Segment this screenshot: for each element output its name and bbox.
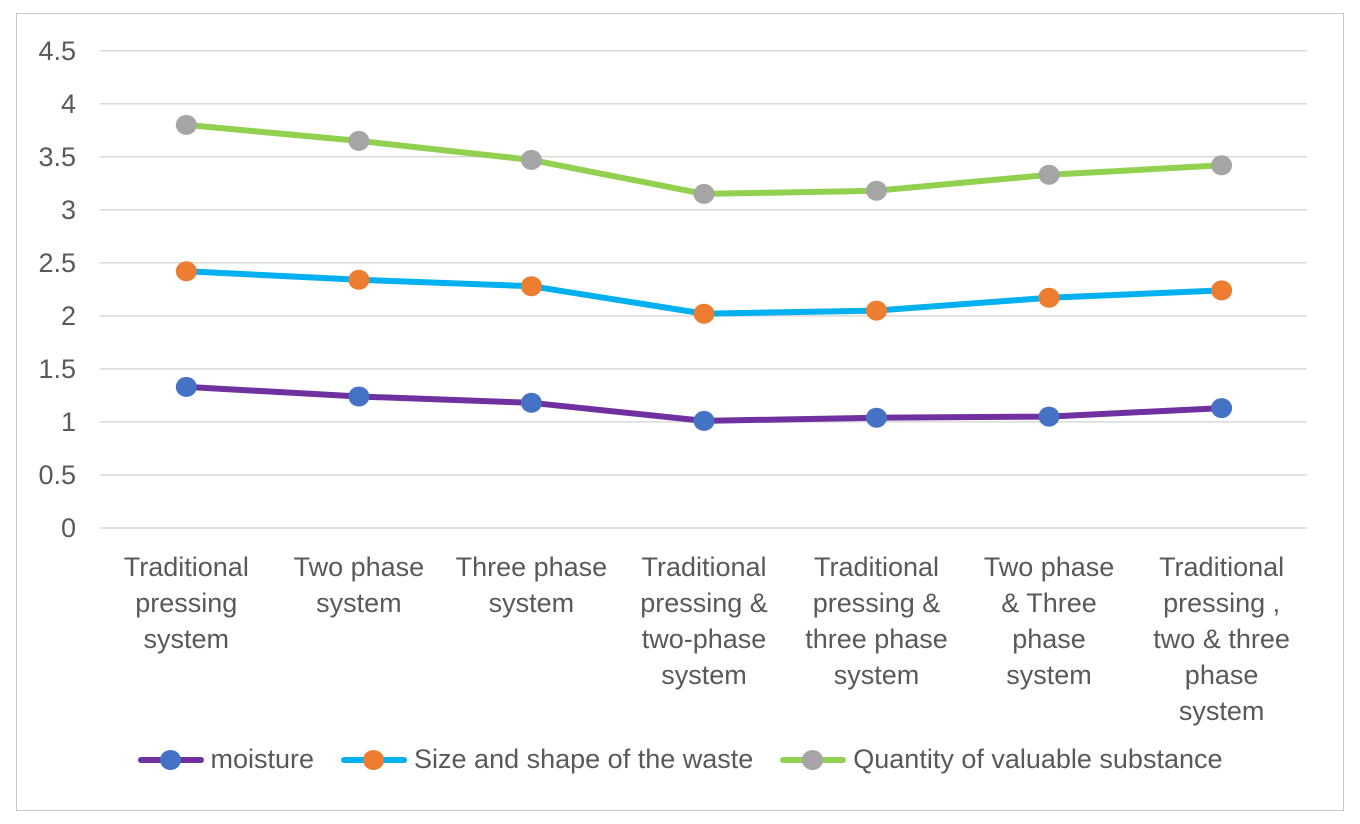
data-point-marker bbox=[1211, 280, 1233, 301]
legend-item: Quantity of valuable substance bbox=[780, 744, 1223, 775]
data-point-marker bbox=[175, 114, 197, 135]
data-point-marker bbox=[1211, 155, 1233, 176]
data-point-marker bbox=[866, 407, 887, 428]
legend: moisture Size and shape of the waste Quant… bbox=[0, 744, 1360, 775]
legend-dot bbox=[363, 749, 385, 770]
legend-item: Size and shape of the waste bbox=[341, 744, 753, 775]
x-category-label: Traditional pressing & three phase syste… bbox=[805, 552, 948, 690]
data-point-marker bbox=[1211, 398, 1233, 419]
data-point-marker bbox=[866, 180, 887, 201]
x-category-label: Three phase system bbox=[455, 552, 608, 618]
data-point-marker bbox=[1038, 406, 1060, 427]
data-point-marker bbox=[348, 386, 370, 407]
x-category-label: Two phase & Three phase system bbox=[983, 552, 1115, 690]
data-point-marker bbox=[520, 149, 542, 170]
data-point-marker bbox=[175, 376, 197, 397]
data-point-marker bbox=[866, 300, 887, 321]
legend-dot bbox=[802, 749, 824, 770]
x-category-label: Traditional pressing & two-phase system bbox=[640, 552, 768, 690]
y-tick-label: 1.5 bbox=[38, 353, 76, 384]
y-tick-label: 1 bbox=[60, 406, 76, 437]
data-point-marker bbox=[1038, 287, 1060, 308]
x-category-label: Two phase system bbox=[293, 552, 425, 618]
y-tick-label: 2 bbox=[60, 300, 76, 331]
legend-dot bbox=[159, 749, 181, 770]
data-point-marker bbox=[693, 410, 715, 431]
data-point-marker bbox=[520, 276, 542, 297]
legend-item: moisture bbox=[137, 744, 315, 775]
data-point-marker bbox=[693, 303, 715, 324]
x-category-label: Traditional pressing system bbox=[123, 552, 249, 654]
data-point-marker bbox=[348, 269, 370, 290]
legend-marker-icon bbox=[341, 749, 408, 770]
legend-label: Size and shape of the waste bbox=[414, 744, 754, 774]
data-point-marker bbox=[520, 392, 542, 413]
y-tick-label: 4.5 bbox=[38, 35, 76, 66]
y-tick-label: 0.5 bbox=[38, 460, 76, 490]
data-point-marker bbox=[693, 183, 715, 204]
y-tick-label: 3 bbox=[60, 194, 76, 225]
legend-label: moisture bbox=[210, 744, 315, 774]
legend-marker-icon bbox=[780, 749, 847, 770]
legend-marker-icon bbox=[137, 749, 204, 770]
data-point-marker bbox=[1038, 164, 1060, 185]
y-tick-label: 3.5 bbox=[38, 141, 76, 172]
data-point-marker bbox=[175, 261, 197, 282]
legend-label: Quantity of valuable substance bbox=[853, 744, 1223, 774]
y-tick-label: 0 bbox=[60, 513, 76, 543]
data-point-marker bbox=[348, 130, 370, 151]
y-tick-label: 4 bbox=[60, 88, 76, 119]
y-tick-label: 2.5 bbox=[38, 247, 76, 278]
x-category-label: Traditional pressing , two & three phase… bbox=[1153, 552, 1290, 726]
series-line bbox=[183, 121, 1225, 197]
